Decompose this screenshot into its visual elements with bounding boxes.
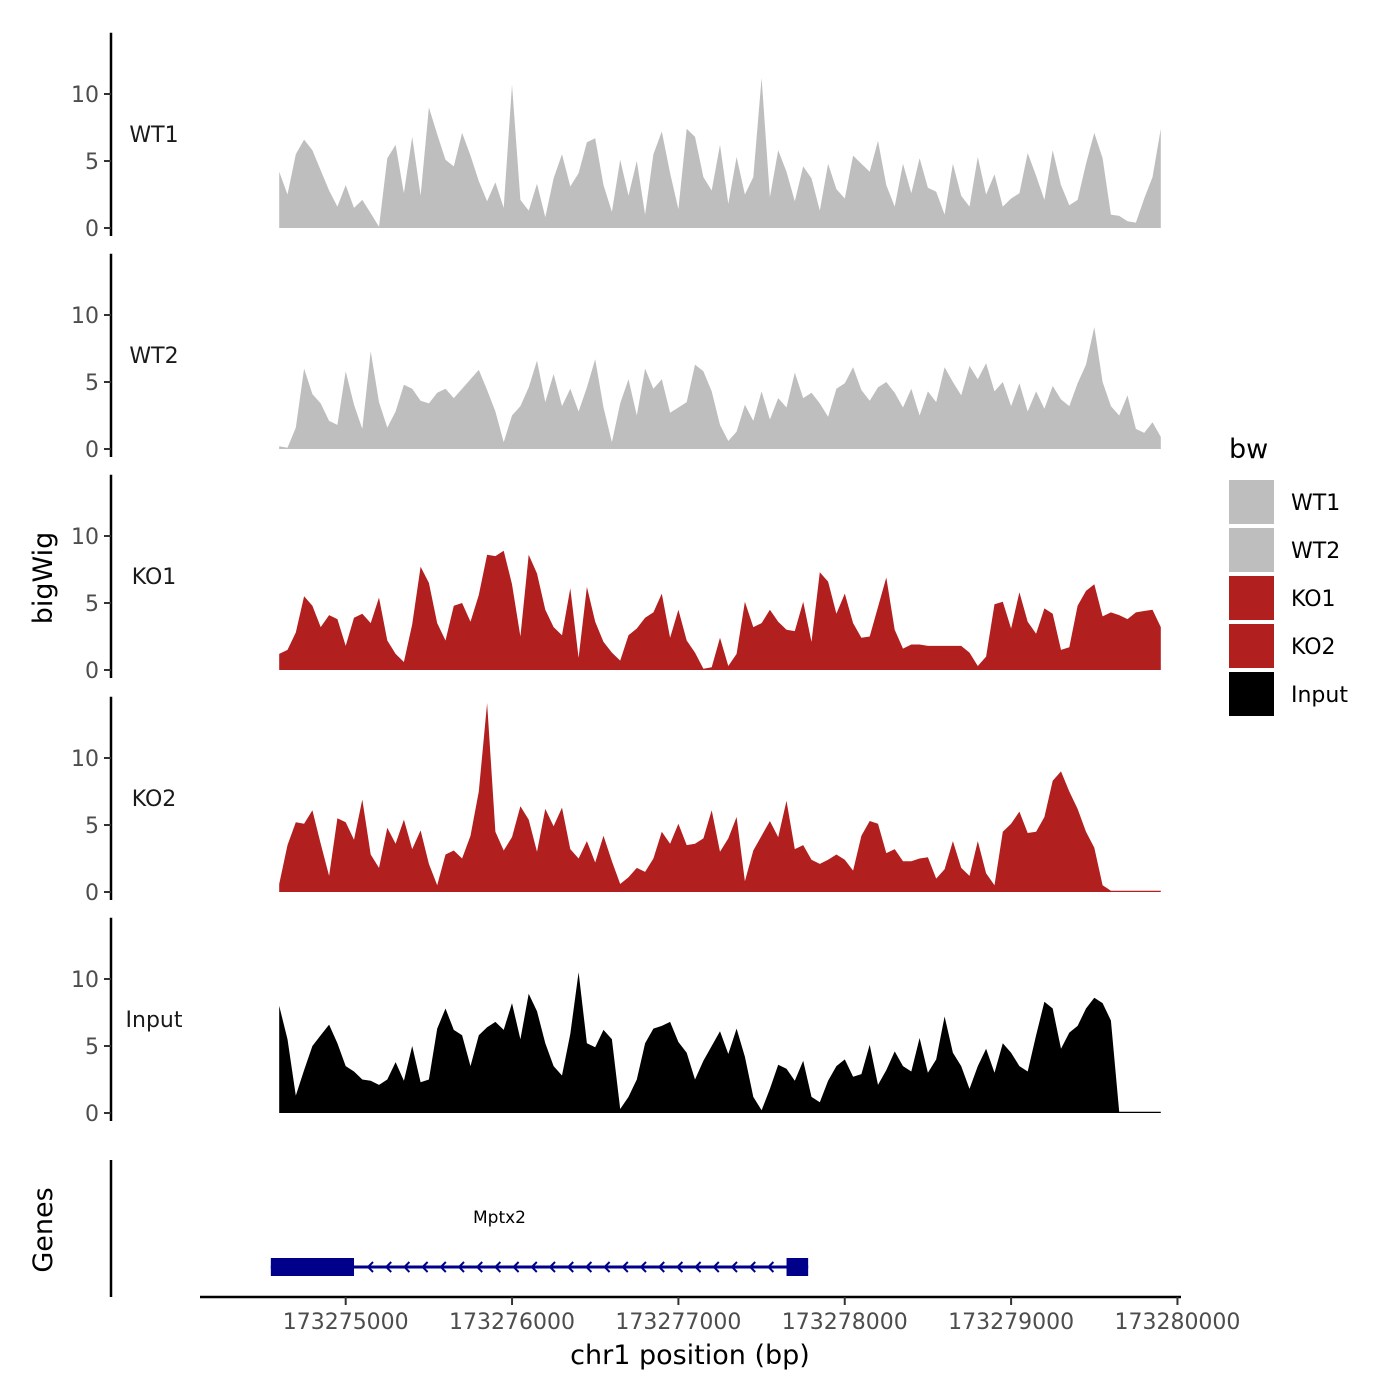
- coverage-area-input: [279, 972, 1161, 1113]
- legend-swatch: [1229, 624, 1274, 668]
- legend-label: KO2: [1291, 635, 1336, 660]
- strand-arrow: [748, 1261, 756, 1273]
- y-tick-label: 5: [85, 814, 99, 839]
- tracks-layer: 0 5 10 WT1 0 5 10 WT2 0 5 10 KO1 0 5 10 KO2 0 5 10 Input: [71, 32, 1161, 1127]
- x-tick-label: 173278000: [782, 1310, 908, 1335]
- coverage-area-ko1: [279, 550, 1161, 670]
- y-axis-label: bigWig: [28, 532, 59, 625]
- y-tick-label: 10: [71, 747, 99, 772]
- strand-arrow: [366, 1261, 374, 1273]
- x-tick-label: 173276000: [449, 1310, 575, 1335]
- y-tick-label: 0: [85, 217, 99, 242]
- track-wt2: 0 5 10 WT2: [71, 253, 1161, 463]
- strand-arrow: [494, 1261, 502, 1273]
- legend: WT1 WT2 KO1 KO2 Input: [1229, 480, 1348, 716]
- y-tick-label: 10: [71, 83, 99, 108]
- legend-label: WT2: [1291, 539, 1340, 564]
- strand-arrow: [566, 1261, 574, 1273]
- strand-arrow: [730, 1261, 738, 1273]
- gene-name-label: Mptx2: [473, 1208, 526, 1228]
- strand-arrow: [421, 1261, 429, 1273]
- strand-arrow: [694, 1261, 702, 1273]
- legend-label: Input: [1291, 683, 1348, 708]
- track-label: WT1: [129, 123, 178, 148]
- y-tick-label: 5: [85, 1035, 99, 1060]
- y-tick-label: 0: [85, 1102, 99, 1127]
- legend-swatch: [1229, 480, 1274, 524]
- strand-arrow: [384, 1261, 392, 1273]
- strand-arrow: [475, 1261, 483, 1273]
- x-axis-label: chr1 position (bp): [570, 1340, 810, 1371]
- x-axis: 173275000 173276000 173277000 173278000 1732…: [200, 1295, 1240, 1335]
- y-tick-label: 0: [85, 659, 99, 684]
- track-label: WT2: [129, 344, 178, 369]
- track-label: Input: [126, 1008, 183, 1033]
- strand-arrow: [439, 1261, 447, 1273]
- strand-arrow: [712, 1261, 720, 1273]
- strand-arrow: [621, 1261, 629, 1273]
- y-tick-label: 0: [85, 438, 99, 463]
- track-ko2: 0 5 10 KO2: [71, 696, 1161, 906]
- y-tick-label: 10: [71, 304, 99, 329]
- track-label: KO2: [132, 787, 177, 812]
- gene-exon: [270, 1258, 355, 1276]
- strand-arrow: [603, 1261, 611, 1273]
- track-input: 0 5 10 Input: [71, 917, 1161, 1127]
- y-tick-label: 5: [85, 371, 99, 396]
- coverage-area-wt1: [279, 77, 1161, 229]
- x-tick-label: 173277000: [615, 1310, 741, 1335]
- legend-swatch: [1229, 576, 1274, 620]
- track-ko1: 0 5 10 KO1: [71, 474, 1161, 684]
- strand-arrow: [657, 1261, 665, 1273]
- legend-label: WT1: [1291, 491, 1340, 516]
- track-wt1: 0 5 10 WT1: [71, 32, 1161, 242]
- strand-arrow: [639, 1261, 647, 1273]
- legend-swatch: [1229, 672, 1274, 716]
- strand-arrow: [676, 1261, 684, 1273]
- genes-axis-label: Genes: [28, 1187, 59, 1272]
- strand-arrow: [548, 1261, 556, 1273]
- track-label: KO1: [132, 565, 177, 590]
- y-tick-label: 5: [85, 592, 99, 617]
- gene-track: Mptx2: [109, 1160, 809, 1297]
- x-tick-label: 173275000: [283, 1310, 409, 1335]
- y-tick-label: 5: [85, 150, 99, 175]
- y-tick-label: 0: [85, 881, 99, 906]
- y-tick-label: 10: [71, 525, 99, 550]
- legend-label: KO1: [1291, 587, 1336, 612]
- gene-exon: [786, 1258, 809, 1276]
- legend-title: bw: [1229, 434, 1268, 465]
- x-tick-label: 173279000: [948, 1310, 1074, 1335]
- strand-arrow: [457, 1261, 465, 1273]
- strand-arrow: [530, 1261, 538, 1273]
- x-tick-label: 173280000: [1114, 1310, 1240, 1335]
- coverage-area-wt2: [279, 327, 1161, 449]
- legend-swatch: [1229, 528, 1274, 572]
- strand-arrow: [767, 1261, 775, 1273]
- coverage-area-ko2: [279, 703, 1161, 892]
- strand-arrow: [585, 1261, 593, 1273]
- y-tick-label: 10: [71, 968, 99, 993]
- strand-arrow: [403, 1261, 411, 1273]
- strand-arrow: [512, 1261, 520, 1273]
